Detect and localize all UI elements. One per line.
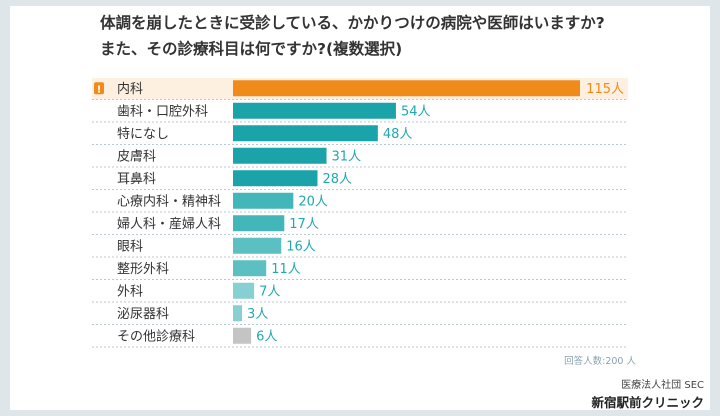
category-label: 泌尿器科 — [117, 307, 169, 322]
highlight-badge-mark: ! — [97, 84, 102, 95]
value-label: 54人 — [401, 104, 431, 119]
category-label: 耳鼻科 — [117, 171, 156, 187]
bar — [233, 170, 318, 187]
value-label: 11人 — [271, 262, 301, 277]
highlight-badge — [94, 82, 104, 95]
bar — [233, 282, 255, 299]
bar — [233, 80, 580, 97]
value-label: 3人 — [247, 307, 268, 322]
value-label: 48人 — [383, 127, 413, 142]
chart-title: 体調を崩したときに受診している、かかりつけの病院や医師はいますか? また、その診… — [100, 10, 700, 62]
category-label: その他診療科 — [117, 328, 195, 344]
category-label: 心療内科・精神科 — [117, 193, 221, 209]
category-label: 外科 — [117, 284, 143, 299]
category-label: 歯科・口腔外科 — [117, 104, 208, 119]
value-label: 17人 — [289, 217, 319, 232]
value-label: 20人 — [298, 194, 328, 209]
bar — [233, 327, 252, 344]
value-label: 115人 — [586, 82, 624, 97]
bar — [233, 147, 327, 164]
clinic-name: 新宿駅前クリニック — [591, 395, 704, 410]
category-label: 婦人科・産婦人科 — [117, 216, 221, 232]
bar — [233, 215, 285, 232]
bar — [233, 305, 243, 322]
sample-size-note: 回答人数:200 人 — [564, 356, 636, 367]
category-label: 眼科 — [117, 239, 143, 254]
value-label: 16人 — [286, 239, 316, 254]
category-label: 整形外科 — [117, 262, 169, 277]
chart-card — [10, 6, 710, 410]
bar — [233, 192, 294, 209]
value-label: 6人 — [256, 329, 277, 344]
category-label: 皮膚科 — [117, 148, 156, 164]
bar — [233, 125, 378, 142]
title-line-1: 体調を崩したときに受診している、かかりつけの病院や医師はいますか? — [100, 14, 605, 32]
value-label: 31人 — [332, 149, 362, 164]
bar — [233, 260, 267, 277]
category-label: 内科 — [117, 81, 143, 97]
bar — [233, 102, 396, 119]
organization-name: 医療法人社団 SEC — [621, 380, 704, 391]
bar — [233, 237, 282, 254]
value-label: 7人 — [259, 284, 280, 299]
value-label: 28人 — [322, 172, 352, 187]
title-line-2: また、その診療科目は何ですか?(複数選択) — [100, 40, 403, 58]
category-label: 特になし — [117, 127, 169, 142]
